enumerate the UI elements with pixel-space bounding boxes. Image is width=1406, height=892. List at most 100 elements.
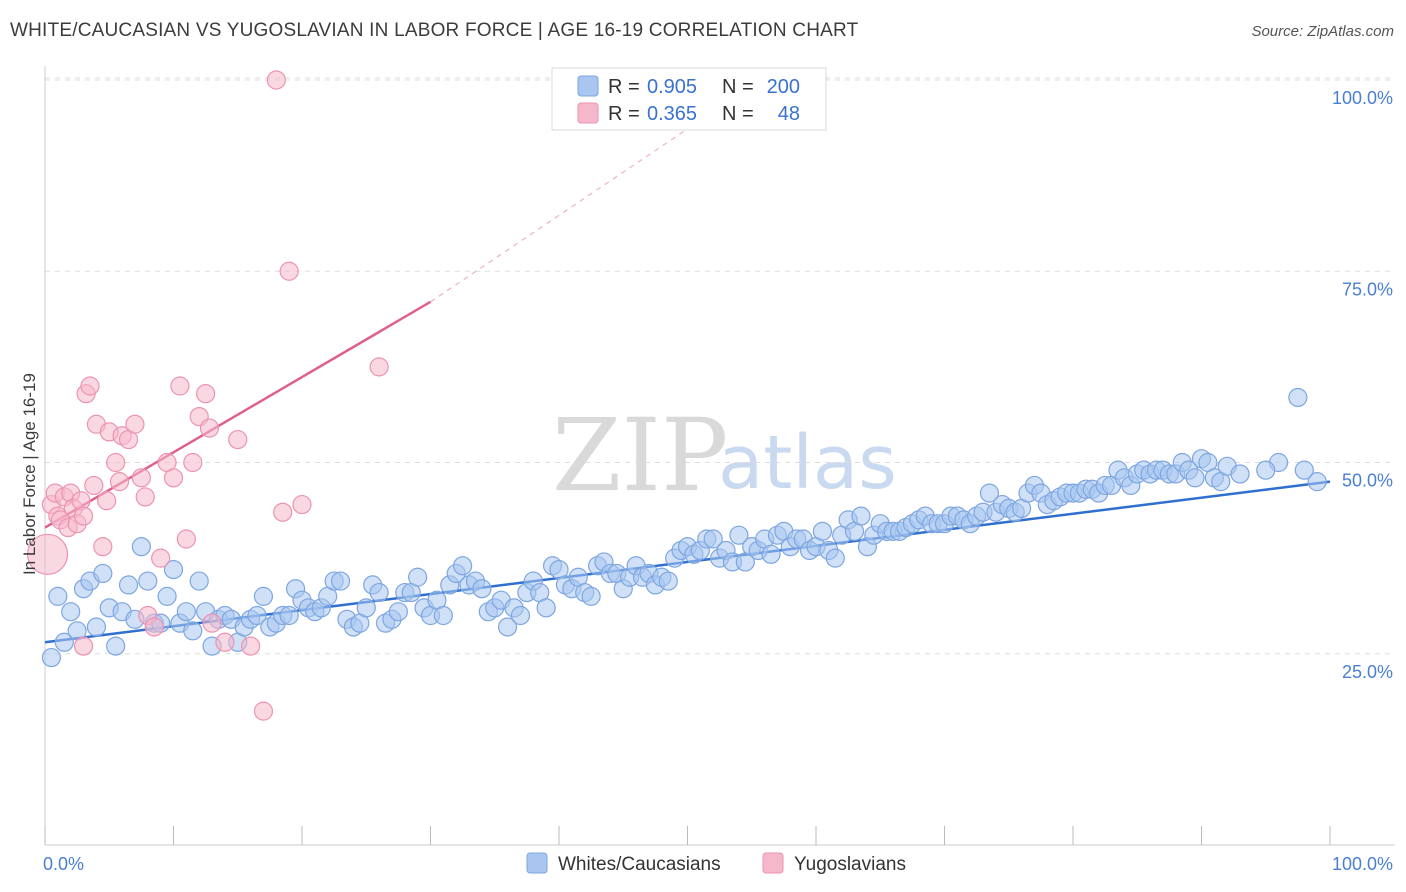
data-point-blue bbox=[183, 621, 203, 641]
data-point-pink bbox=[253, 701, 274, 721]
data-point-blue bbox=[761, 544, 781, 564]
data-point-blue bbox=[253, 586, 274, 606]
data-point-pink bbox=[273, 502, 293, 522]
data-point-blue bbox=[279, 605, 299, 626]
data-point-blue bbox=[581, 586, 601, 606]
data-point-pink bbox=[196, 384, 216, 404]
legend-swatch-blue bbox=[577, 75, 599, 97]
data-point-blue bbox=[703, 529, 723, 549]
data-point-blue bbox=[472, 579, 492, 599]
data-point-blue bbox=[1185, 468, 1205, 488]
axes bbox=[44, 66, 1395, 846]
data-point-blue bbox=[138, 571, 158, 591]
data-point-blue bbox=[356, 598, 376, 618]
data-point-blue bbox=[510, 605, 531, 626]
data-point-blue bbox=[330, 571, 351, 591]
data-point-blue bbox=[536, 598, 556, 618]
data-point-pink bbox=[151, 548, 171, 568]
data-point-blue bbox=[1288, 387, 1308, 408]
data-point-blue bbox=[131, 537, 151, 557]
data-point-pink bbox=[144, 617, 164, 637]
series-legend-swatch-yugoslavians bbox=[762, 852, 784, 874]
data-point-blue bbox=[729, 525, 749, 545]
data-point-blue bbox=[658, 571, 678, 591]
data-point-blue bbox=[388, 602, 408, 622]
source-label: Source: ZipAtlas.com bbox=[1251, 23, 1394, 40]
data-point-blue bbox=[118, 575, 139, 595]
chart-title: WHITE/CAUCASIAN VS YUGOSLAVIAN IN LABOR … bbox=[10, 20, 859, 41]
legend-n-value-pink: 48 bbox=[778, 103, 800, 125]
y-tick-label: 25.0% bbox=[1342, 662, 1393, 682]
data-point-blue bbox=[163, 559, 184, 580]
watermark-zip: ZIP bbox=[552, 397, 728, 514]
x-tick-label-max: 100.0% bbox=[1332, 854, 1393, 874]
y-tick-label: 100.0% bbox=[1332, 88, 1393, 108]
series-blue bbox=[41, 387, 1327, 668]
legend-n-label-blue: N = bbox=[722, 76, 754, 98]
stats-legend: R = 0.905 N = 200 R = 0.365 N = 48 bbox=[551, 67, 827, 131]
legend-r-value-blue: 0.905 bbox=[647, 76, 697, 98]
data-point-pink bbox=[163, 468, 184, 488]
data-point-blue bbox=[851, 506, 871, 526]
legend-n-label-pink: N = bbox=[722, 103, 754, 125]
x-tick-labels: 0.0% 100.0% bbox=[43, 854, 1393, 874]
data-points bbox=[26, 70, 1327, 721]
data-point-blue bbox=[48, 586, 68, 606]
data-point-pink bbox=[292, 494, 312, 515]
data-point-pink bbox=[202, 613, 222, 633]
data-point-blue bbox=[86, 617, 107, 637]
data-point-blue bbox=[453, 556, 473, 576]
legend-n-value-blue: 200 bbox=[767, 76, 800, 98]
data-point-pink bbox=[131, 468, 151, 488]
data-point-pink bbox=[135, 487, 155, 507]
data-point-blue bbox=[498, 617, 518, 637]
series-legend: Whites/Caucasians Yugoslavians bbox=[526, 852, 906, 875]
data-point-blue bbox=[1230, 464, 1250, 484]
y-tick-label: 50.0% bbox=[1342, 471, 1393, 491]
legend-r-label-blue: R = bbox=[608, 76, 640, 98]
data-point-pink bbox=[228, 429, 248, 450]
data-point-pink bbox=[80, 376, 100, 396]
data-point-pink bbox=[26, 533, 69, 575]
y-tick-labels: 25.0% 50.0% 75.0% 100.0% bbox=[1332, 88, 1393, 682]
data-point-blue bbox=[189, 571, 209, 591]
legend-r-label-pink: R = bbox=[608, 103, 640, 125]
data-point-blue bbox=[93, 563, 113, 584]
trend-line-yugoslavians bbox=[44, 300, 432, 529]
data-point-blue bbox=[979, 483, 1000, 503]
legend-swatch-pink bbox=[577, 102, 599, 124]
data-point-pink bbox=[73, 636, 94, 656]
data-point-pink bbox=[176, 529, 196, 549]
data-point-pink bbox=[97, 491, 117, 511]
data-point-pink bbox=[106, 452, 126, 473]
series-legend-swatch-whites bbox=[526, 852, 548, 874]
data-point-blue bbox=[176, 602, 196, 622]
data-point-blue bbox=[825, 548, 845, 568]
data-point-pink bbox=[125, 414, 145, 434]
data-point-pink bbox=[241, 636, 261, 656]
x-tick-label-min: 0.0% bbox=[43, 854, 84, 874]
series-legend-label-whites: Whites/Caucasians bbox=[558, 854, 721, 875]
data-point-pink bbox=[279, 261, 299, 281]
data-point-pink bbox=[183, 452, 203, 473]
data-point-blue bbox=[157, 586, 177, 606]
data-point-blue bbox=[1307, 472, 1327, 492]
data-point-pink bbox=[73, 506, 94, 526]
data-point-pink bbox=[369, 357, 389, 377]
data-point-blue bbox=[61, 602, 81, 622]
y-tick-label: 75.0% bbox=[1342, 279, 1393, 299]
data-point-blue bbox=[369, 582, 389, 603]
data-point-pink bbox=[215, 632, 235, 652]
data-point-blue bbox=[433, 605, 453, 626]
series-pink bbox=[26, 70, 389, 721]
trend-line-yugoslavians-extension bbox=[430, 102, 727, 303]
data-point-pink bbox=[84, 475, 104, 496]
data-point-blue bbox=[1294, 460, 1314, 480]
data-point-blue bbox=[247, 605, 267, 626]
data-point-pink bbox=[266, 70, 286, 90]
y-axis-label: In Labor Force | Age 16-19 bbox=[20, 373, 39, 575]
data-point-blue bbox=[812, 521, 833, 541]
data-point-blue bbox=[408, 567, 428, 587]
legend-r-value-pink: 0.365 bbox=[647, 103, 697, 125]
data-point-pink bbox=[109, 472, 130, 492]
